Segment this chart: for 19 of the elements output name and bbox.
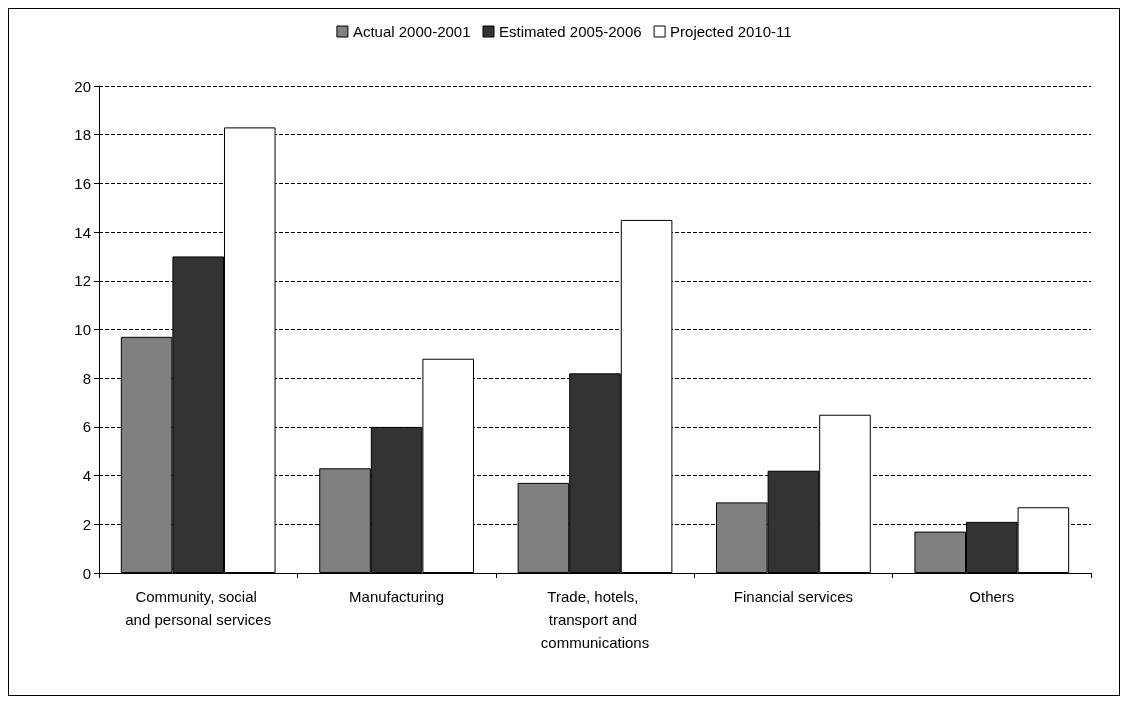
y-tick-label: 2 <box>82 515 91 533</box>
y-tick-label: 18 <box>74 126 91 144</box>
y-tick-label: 6 <box>82 418 91 436</box>
legend-label: Projected 2010-11 <box>670 23 792 40</box>
y-tick-label: 14 <box>74 223 91 241</box>
legend-label: Actual 2000-2001 <box>352 23 471 40</box>
y-tick-label: 8 <box>82 369 91 387</box>
x-tick-label: Others <box>969 588 1015 605</box>
legend-label: Estimated 2005-2006 <box>499 23 642 40</box>
y-tick-label: 0 <box>82 564 91 582</box>
x-tick-label: Financial services <box>733 588 854 605</box>
x-tick-label: Manufacturing <box>349 588 445 605</box>
y-tick-label: 4 <box>82 467 91 485</box>
y-tick-label: 20 <box>74 77 91 95</box>
x-tick-label: Trade, hotels, transport and communications <box>540 588 650 651</box>
y-tick-label: 12 <box>74 272 91 290</box>
y-tick-label: 16 <box>74 174 91 192</box>
x-tick-label: Community, social and personal services <box>125 588 272 628</box>
y-tick-label: 10 <box>74 321 91 338</box>
